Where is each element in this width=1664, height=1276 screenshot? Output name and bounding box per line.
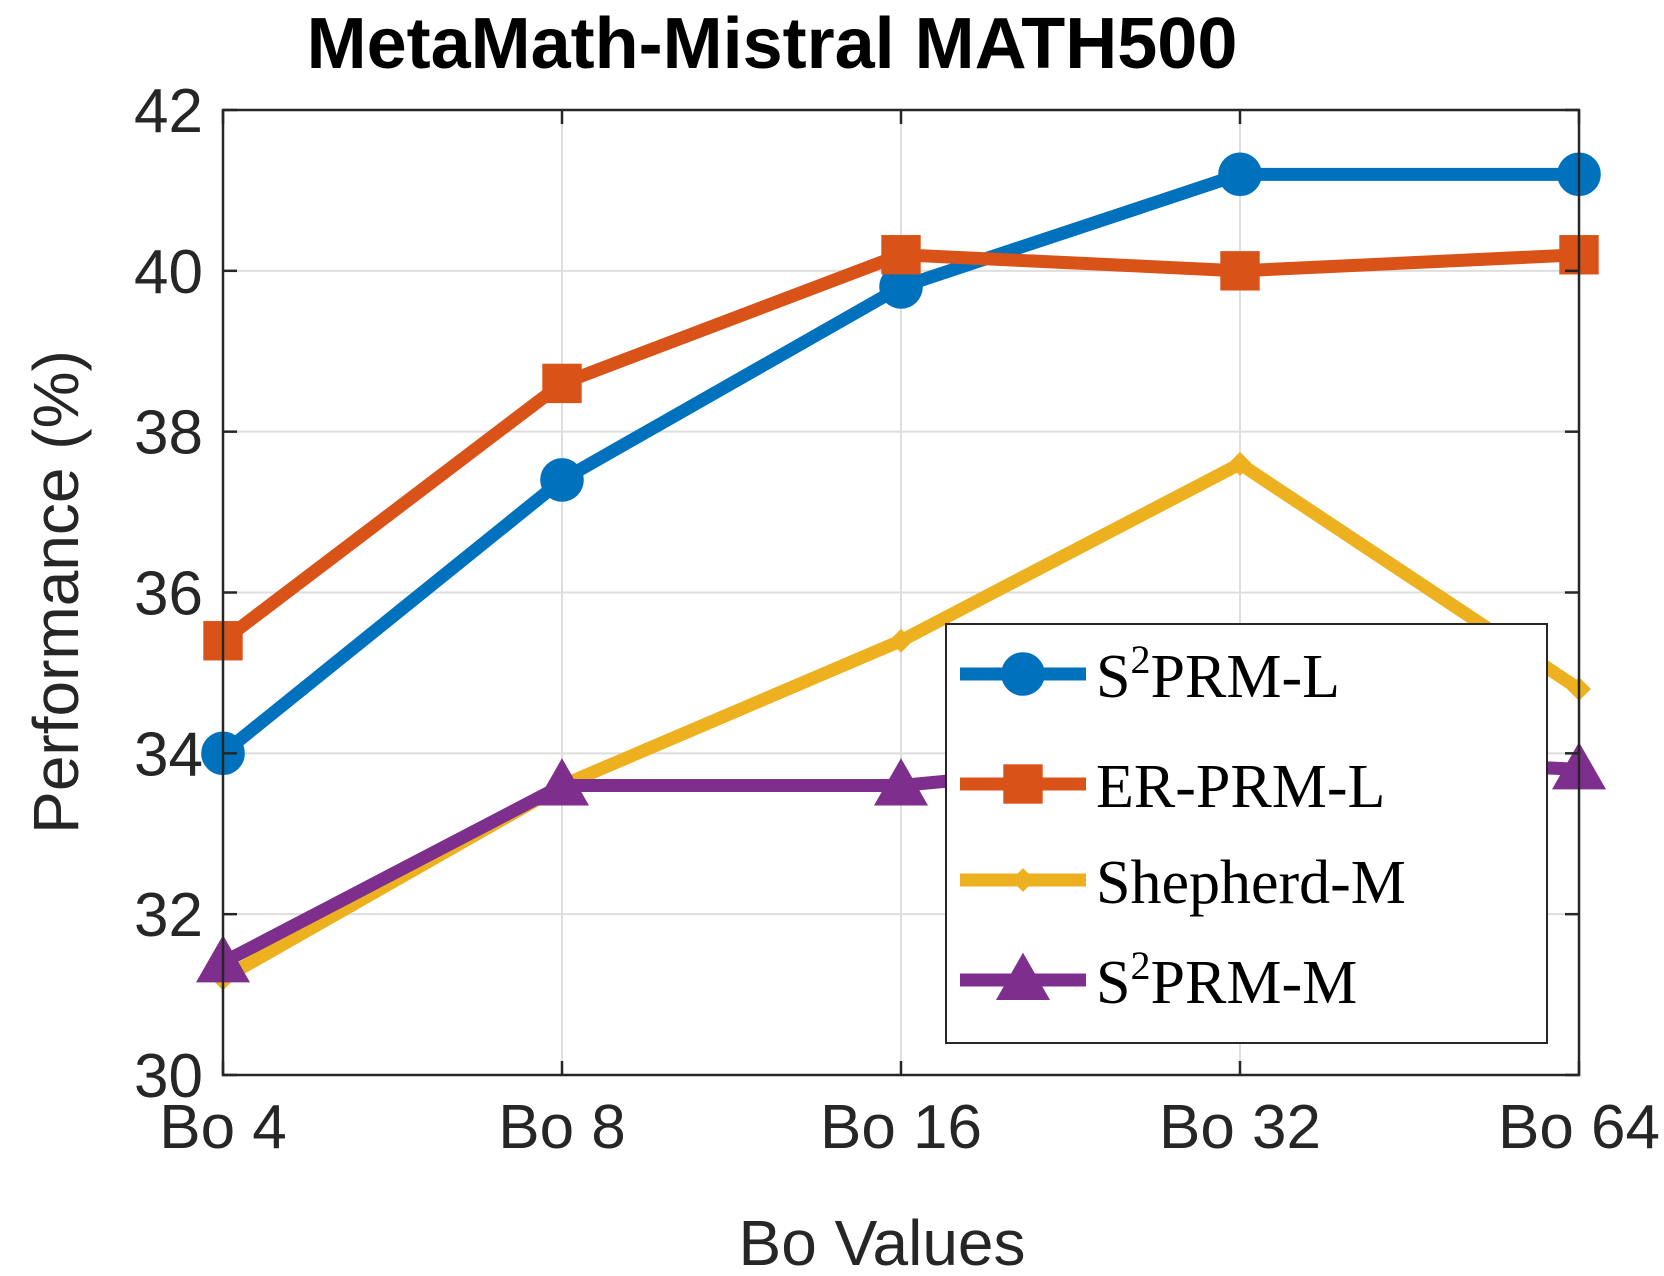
legend-item: ER-PRM-L <box>960 753 1385 821</box>
y-tick-label: 42 <box>134 77 203 146</box>
y-tick-label: 36 <box>134 560 203 629</box>
data-point <box>889 628 913 653</box>
y-tick-label: 34 <box>134 720 203 789</box>
legend-marker <box>995 952 1051 1000</box>
legend-marker <box>1003 764 1043 804</box>
legend: S2PRM-L ER-PRM-L Shepherd-M S2PRM-M <box>945 623 1548 1044</box>
data-point <box>1218 152 1262 197</box>
data-point <box>540 458 584 502</box>
x-tick-label: Bo 16 <box>820 1093 982 1162</box>
legend-item: Shepherd-M <box>960 849 1406 917</box>
x-tick-label: Bo 4 <box>159 1093 287 1162</box>
x-tick-label: Bo 8 <box>498 1093 626 1162</box>
legend-marker <box>1001 652 1045 696</box>
data-point <box>1220 251 1260 291</box>
data-point <box>881 235 921 275</box>
data-point <box>1228 451 1252 476</box>
y-tick-label: 30 <box>134 1042 203 1111</box>
y-tick-label: 32 <box>134 881 203 950</box>
data-point <box>873 758 929 806</box>
legend-label: S2PRM-M <box>1096 943 1357 1017</box>
x-axis-label: Bo Values <box>739 1207 1026 1276</box>
x-tick-label: Bo 32 <box>1159 1093 1321 1162</box>
data-point <box>534 758 590 806</box>
data-point <box>542 363 582 404</box>
legend-item: S2PRM-M <box>960 943 1357 1017</box>
y-tick-label: 38 <box>134 399 203 468</box>
chart-title: MetaMath-Mistral MATH500 <box>307 4 1238 84</box>
legend-label: ER-PRM-L <box>1096 753 1385 821</box>
legend-item: S2PRM-L <box>960 637 1340 711</box>
legend-box <box>945 623 1548 1044</box>
x-tick-label: Bo 64 <box>1498 1093 1660 1162</box>
y-axis: 30 32 34 36 38 40 42 <box>134 77 1579 1111</box>
legend-label: S2PRM-L <box>1096 637 1340 711</box>
y-axis-label: Performance (%) <box>20 350 92 834</box>
legend-label: Shepherd-M <box>1096 849 1406 917</box>
y-tick-label: 40 <box>134 238 203 307</box>
x-axis: Bo 4 Bo 8 Bo 16 Bo 32 Bo 64 <box>159 110 1660 1162</box>
legend-marker <box>1011 868 1035 892</box>
